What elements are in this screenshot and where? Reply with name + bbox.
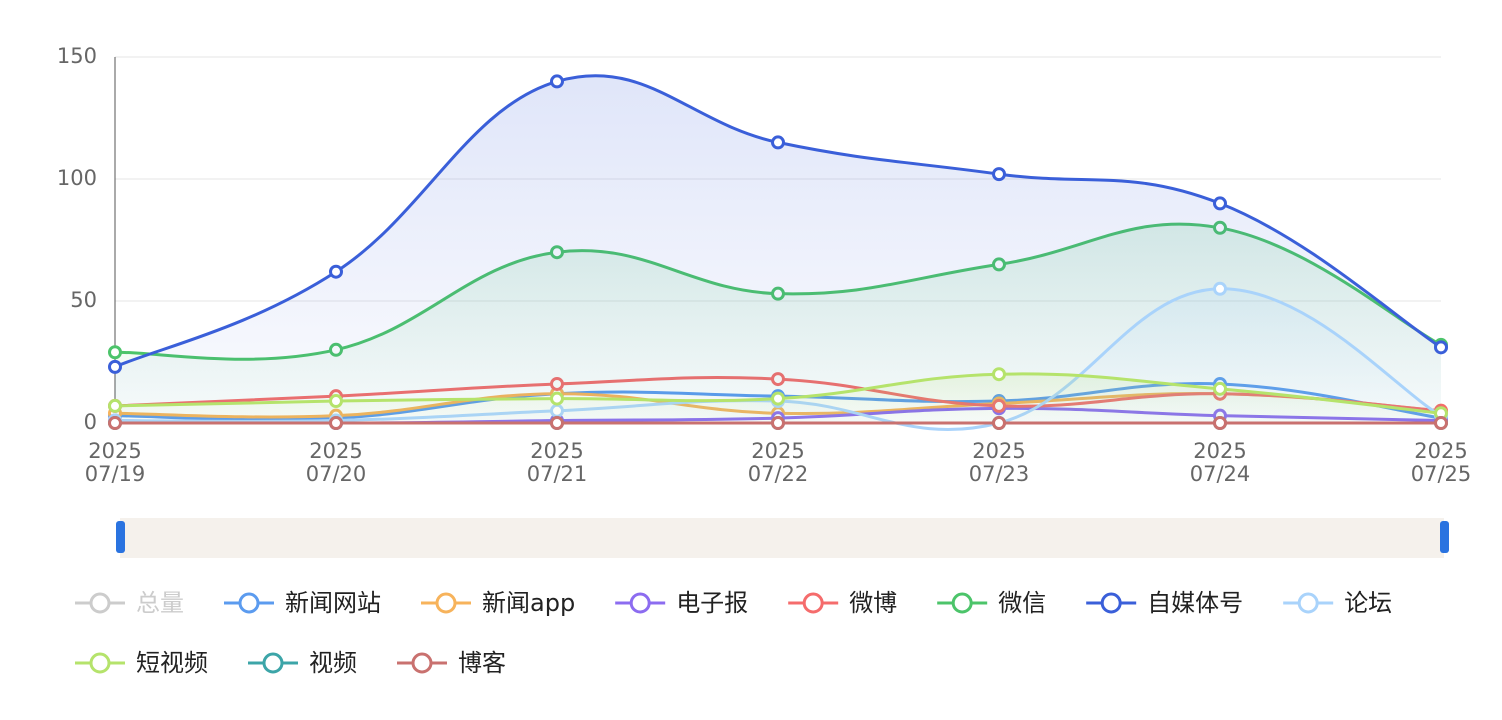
point [329, 394, 343, 409]
x-tick-label: 2025 07/24 [1190, 439, 1251, 486]
legend-item[interactable]: 总量 [75, 589, 184, 617]
legend-icon [435, 592, 457, 614]
legend-label: 新闻网站 [285, 589, 381, 617]
legend-icon [629, 592, 651, 614]
point [1213, 416, 1227, 430]
point [1213, 281, 1227, 296]
point [771, 416, 785, 430]
point [108, 345, 122, 360]
point [771, 135, 785, 150]
point [108, 359, 122, 374]
legend-icon [89, 592, 111, 614]
legend-icon [238, 592, 260, 614]
legend-item[interactable]: 自媒体号 [1086, 589, 1243, 617]
legend-label: 新闻app [482, 589, 575, 617]
x-tick-label: 2025 07/22 [748, 439, 809, 486]
x-tick-label: 2025 07/21 [527, 439, 588, 486]
legend-icon [89, 652, 111, 674]
legend-label: 总量 [136, 589, 184, 617]
legend-label: 微博 [849, 589, 897, 617]
legend-icon [411, 652, 433, 674]
point [329, 264, 343, 279]
legend-icon [951, 592, 973, 614]
legend-item[interactable]: 短视频 [75, 649, 208, 677]
legend-label: 微信 [998, 589, 1046, 617]
legend-item[interactable]: 论坛 [1283, 589, 1392, 617]
legend-item[interactable]: 视频 [248, 649, 357, 677]
point [550, 74, 564, 89]
legend-item[interactable]: 微信 [937, 589, 1046, 617]
legend-icon [802, 592, 824, 614]
x-tick-label: 2025 07/19 [85, 439, 146, 486]
legend-icon [1297, 592, 1319, 614]
legend-label: 论坛 [1344, 589, 1392, 617]
legend-item[interactable]: 电子报 [615, 589, 748, 617]
point [550, 416, 564, 430]
legend-item[interactable]: 新闻app [421, 589, 575, 617]
point [992, 416, 1006, 430]
legend-label: 博客 [458, 649, 506, 677]
point [108, 416, 122, 430]
legend-label: 短视频 [136, 649, 208, 677]
y-tick-label: 50 [70, 288, 97, 312]
point [108, 398, 122, 413]
legend-icon [1100, 592, 1122, 614]
point [329, 416, 343, 430]
point [992, 167, 1006, 182]
series-area [115, 373, 1441, 423]
point [1213, 196, 1227, 211]
point [1213, 381, 1227, 396]
point [771, 391, 785, 406]
y-tick-label: 100 [57, 166, 97, 190]
legend-item[interactable]: 新闻网站 [224, 589, 381, 617]
zoom-track [120, 518, 1444, 558]
data-zoom[interactable] [116, 518, 1449, 558]
point [550, 391, 564, 406]
point [992, 367, 1006, 382]
series-area [115, 75, 1441, 423]
point [1434, 416, 1448, 430]
legend-item[interactable]: 微博 [788, 589, 897, 617]
x-tick-label: 2025 07/25 [1411, 439, 1472, 486]
legend-icon [262, 652, 284, 674]
y-tick-label: 0 [84, 410, 97, 434]
zoom-handle[interactable] [116, 521, 125, 553]
legend-item[interactable]: 博客 [397, 649, 506, 677]
x-tick-label: 2025 07/20 [306, 439, 367, 486]
point [1434, 340, 1448, 355]
y-tick-label: 150 [57, 44, 97, 68]
legend-label: 电子报 [676, 589, 748, 617]
legend-label: 自媒体号 [1147, 589, 1243, 617]
legend-label: 视频 [309, 649, 357, 677]
zoom-handle[interactable] [1440, 521, 1449, 553]
x-tick-label: 2025 07/23 [969, 439, 1030, 486]
